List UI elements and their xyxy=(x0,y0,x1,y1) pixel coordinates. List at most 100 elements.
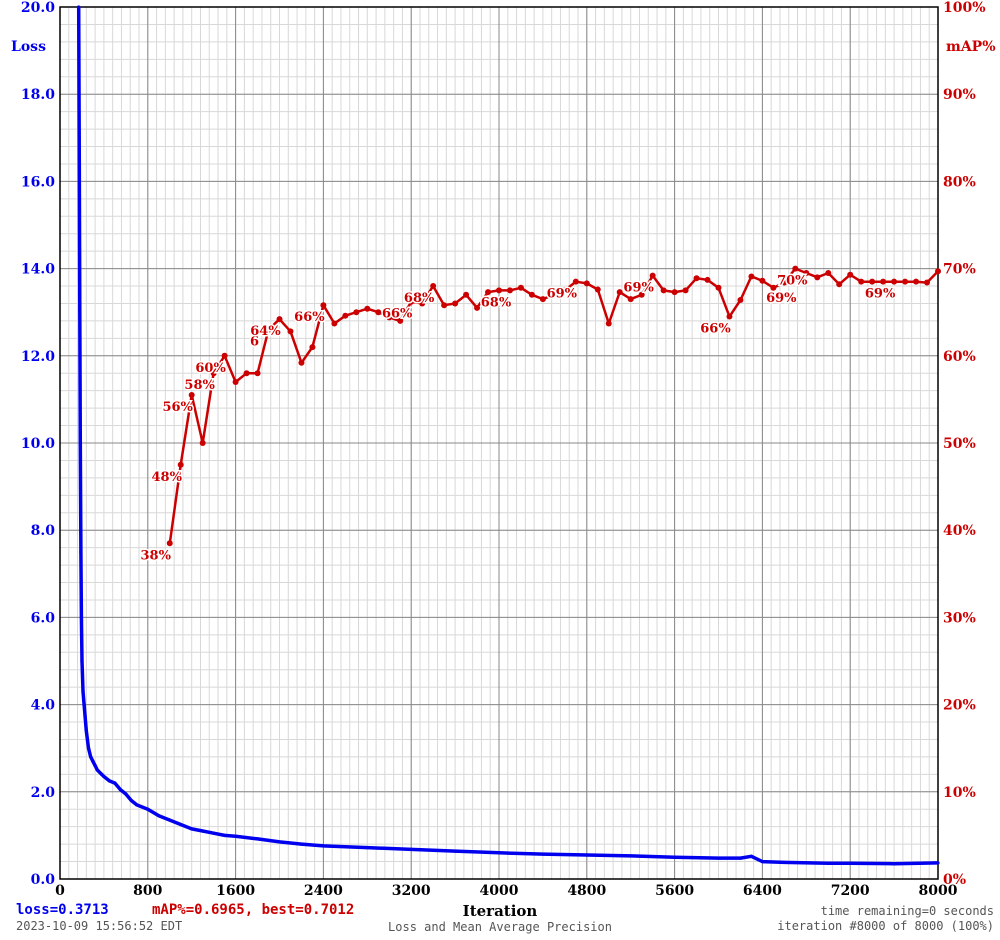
y-axis-title: Loss xyxy=(11,39,46,55)
map-label: 69% xyxy=(766,291,797,306)
map-point xyxy=(792,265,799,272)
map-label: 69% xyxy=(623,281,654,296)
loss-point xyxy=(113,781,117,785)
map-labels: 38%48%56%58%60%664%66% 66%68% 68%69% 69%66%… xyxy=(139,272,897,565)
loss-point xyxy=(936,861,940,865)
map-label: 66% xyxy=(700,322,731,337)
loss-point xyxy=(782,860,786,865)
map-point xyxy=(386,314,393,321)
loss-point xyxy=(848,861,852,865)
map-point xyxy=(419,300,426,307)
loss-point xyxy=(673,855,677,859)
loss-point xyxy=(585,853,589,857)
map-point xyxy=(583,280,590,287)
loss-point xyxy=(129,798,133,803)
map-point xyxy=(825,269,832,276)
map-point xyxy=(616,289,623,296)
map-point xyxy=(177,461,184,468)
loss-point xyxy=(409,847,413,851)
map-point xyxy=(561,287,568,294)
loss-point xyxy=(89,755,93,759)
loss-point xyxy=(93,764,97,768)
loss-point xyxy=(102,774,106,779)
map-point xyxy=(682,287,689,294)
loss-point xyxy=(85,737,90,742)
map-point xyxy=(232,378,239,385)
loss-point xyxy=(212,831,216,835)
map-label: 60% xyxy=(195,361,226,376)
loss-point xyxy=(77,5,81,9)
map-point xyxy=(364,305,371,312)
y-tick-label: 10.0 xyxy=(21,436,55,452)
map-point xyxy=(287,328,294,335)
x-tick-label: 6400 xyxy=(743,883,782,899)
map-point xyxy=(869,278,876,285)
y2-tick-label: 70% xyxy=(943,262,976,278)
x-tick-label: 4800 xyxy=(567,883,606,899)
loss-point xyxy=(100,772,104,776)
map-label: 68% xyxy=(404,291,435,306)
map-point xyxy=(902,278,909,285)
iteration-status: iteration #8000 of 8000 (100%) xyxy=(777,919,994,933)
loss-point xyxy=(81,689,85,694)
map-point xyxy=(880,278,887,285)
loss-point xyxy=(80,659,84,663)
map-point xyxy=(452,300,459,307)
x-tick-label: 7200 xyxy=(831,883,870,899)
loss-point xyxy=(760,859,765,864)
loss-point xyxy=(124,792,128,796)
map-point xyxy=(550,291,557,298)
map-label: 58% xyxy=(184,378,215,393)
loss-point xyxy=(91,759,95,763)
map-point xyxy=(693,275,700,282)
loss-point xyxy=(541,852,545,856)
loss-point xyxy=(86,746,91,750)
loss-point xyxy=(299,842,304,846)
loss-point xyxy=(453,849,457,853)
map-point xyxy=(320,302,327,309)
map-point xyxy=(748,273,755,280)
loss-point xyxy=(95,768,99,772)
loss-point xyxy=(234,834,238,838)
loss-point xyxy=(82,703,86,707)
map-point xyxy=(770,284,777,291)
map-point xyxy=(496,287,502,294)
map-series xyxy=(166,265,941,547)
y2-tick-label: 50% xyxy=(943,436,976,452)
map-point xyxy=(276,316,283,323)
map-point xyxy=(342,312,349,319)
loss-point xyxy=(497,851,501,855)
map-point xyxy=(331,320,338,327)
map-label: 66% xyxy=(294,310,325,325)
loss-readout: loss=0.3713 xyxy=(16,902,109,918)
loss-point xyxy=(179,822,183,827)
map-label: 69% xyxy=(547,287,578,302)
map-point xyxy=(463,291,470,298)
loss-point xyxy=(201,829,205,833)
loss-point xyxy=(277,840,282,844)
loss-series xyxy=(76,5,940,866)
map-point xyxy=(781,279,788,286)
loss-point xyxy=(826,861,830,865)
loss-point xyxy=(892,862,896,866)
map-point xyxy=(572,278,579,285)
loss-point xyxy=(716,856,721,860)
y-tick-label: 20.0 xyxy=(21,0,55,16)
map-point xyxy=(814,274,821,281)
map-point xyxy=(759,277,766,284)
map-point xyxy=(265,326,272,333)
map-point xyxy=(913,278,920,285)
y2-tick-label: 90% xyxy=(943,87,976,103)
y-tick-label: 12.0 xyxy=(21,349,55,365)
loss-point xyxy=(365,846,369,850)
loss-point xyxy=(157,814,161,818)
map-point xyxy=(803,269,810,276)
loss-point xyxy=(135,803,139,807)
map-point xyxy=(397,317,404,324)
map-point xyxy=(660,287,667,294)
time-remaining: time remaining=0 seconds xyxy=(820,904,994,918)
y2-tick-label: 30% xyxy=(943,610,976,626)
map-point xyxy=(704,276,711,283)
y2-tick-label: 20% xyxy=(943,698,976,714)
